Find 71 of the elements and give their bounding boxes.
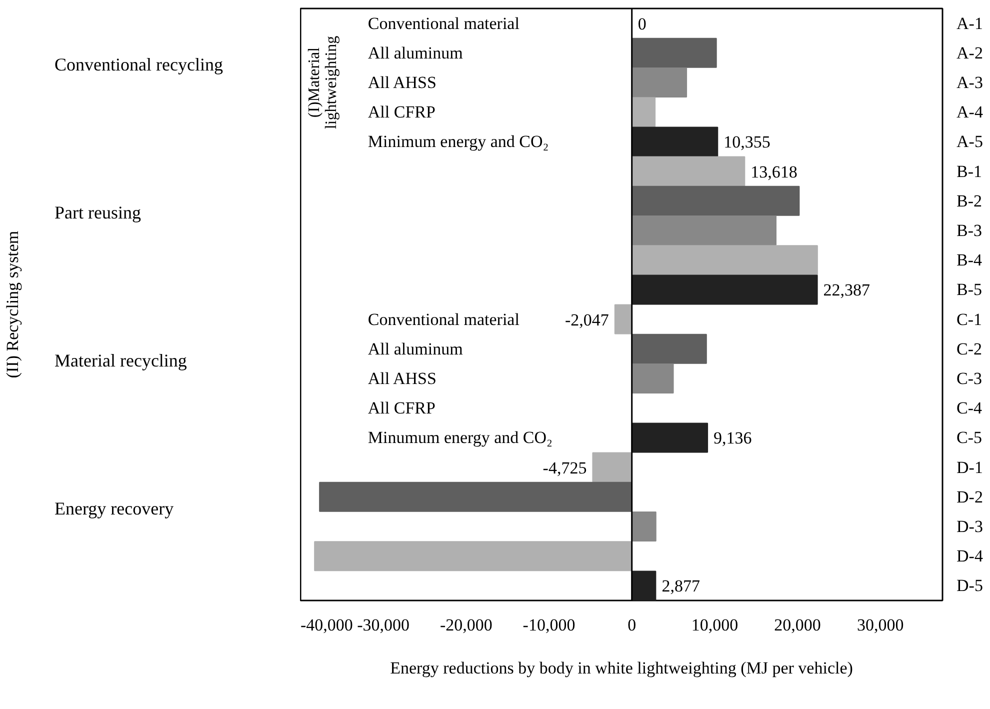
- y-tick-label: D-4: [956, 546, 984, 566]
- data-label: 0: [638, 14, 646, 34]
- data-label: 2,877: [662, 576, 700, 596]
- text: (II) Recycling system: [3, 230, 22, 378]
- annotation: All aluminum: [368, 43, 463, 62]
- y-tick-label: A-4: [956, 102, 984, 122]
- annotation: (I)Material lightweighting: [306, 36, 340, 130]
- y-tick-label: D-1: [956, 458, 983, 477]
- y-tick-label: A-2: [956, 43, 983, 62]
- y-tick-label: D-5: [956, 576, 983, 596]
- x-tick-label: -10,000: [522, 616, 576, 634]
- bar: [631, 126, 718, 157]
- x-tick-label: -40,000: [300, 616, 353, 634]
- y-tick-label: A-5: [956, 132, 983, 152]
- annotation: Conventional material: [368, 14, 520, 33]
- y-tick-label: B-4: [956, 250, 982, 270]
- text: Part reusing: [54, 202, 141, 223]
- y-tick-label: B-2: [956, 191, 982, 210]
- annotation: Minumum energy and CO₂: [368, 428, 552, 448]
- annotation: Conventional material: [368, 310, 520, 329]
- y-tick-label: A-3: [956, 73, 983, 92]
- bar: [631, 570, 656, 600]
- y-tick-label: D-3: [956, 517, 983, 536]
- x-tick-label: -30,000: [357, 616, 410, 634]
- annotation: Minimum energy and CO₂: [368, 132, 549, 152]
- x-tick-label: -20,000: [440, 616, 492, 634]
- bar: [631, 511, 656, 542]
- annotation: All CFRP: [368, 398, 436, 418]
- text: Energy recovery: [54, 498, 174, 519]
- annotation: All AHSS: [368, 73, 436, 92]
- x-tick-label: 10,000: [691, 616, 738, 634]
- bar: [631, 363, 674, 394]
- x-tick-label: 20,000: [774, 616, 821, 634]
- y-tick-label: D-2: [956, 487, 983, 506]
- bar: [614, 304, 632, 334]
- y-tick-label: B-3: [956, 221, 982, 240]
- data-label: -2,047: [564, 310, 610, 330]
- bar: [319, 482, 632, 512]
- y-tick-label: C-1: [956, 310, 982, 329]
- bar: [631, 422, 708, 453]
- y-tick-label: B-5: [956, 280, 982, 300]
- bar: [631, 38, 717, 68]
- y-tick-label: C-3: [956, 369, 982, 388]
- bar: [631, 186, 800, 216]
- y-tick-label: B-1: [956, 162, 982, 181]
- x-tick-label: 0: [628, 616, 636, 634]
- y-tick-label: C-5: [956, 428, 982, 448]
- bar: [314, 541, 632, 572]
- bar: [631, 215, 776, 246]
- data-label: -4,725: [542, 458, 587, 478]
- bar: [592, 452, 632, 482]
- y-tick-label: C-2: [956, 339, 982, 358]
- text: Conventional recycling: [54, 54, 223, 75]
- y-tick-label: C-4: [956, 398, 982, 418]
- bar: [631, 334, 707, 364]
- annotation: All aluminum: [368, 339, 463, 358]
- y-tick-label: A-1: [956, 14, 983, 33]
- data-label: 10,355: [724, 132, 770, 152]
- bar: [631, 274, 818, 305]
- bar: [631, 156, 746, 186]
- annotation: All AHSS: [368, 369, 436, 388]
- bar: [631, 67, 688, 98]
- bar: [631, 245, 818, 276]
- x-axis-title: Energy reductions by body in white lightweighting (MJ per vehicle): [390, 658, 853, 678]
- data-label: 22,387: [823, 280, 871, 300]
- data-label: 13,618: [750, 162, 798, 182]
- data-label: 9,136: [714, 428, 752, 448]
- annotation: All CFRP: [368, 102, 436, 122]
- bar: [631, 97, 656, 128]
- x-tick-label: 30,000: [856, 616, 904, 634]
- text: Material recycling: [54, 350, 187, 371]
